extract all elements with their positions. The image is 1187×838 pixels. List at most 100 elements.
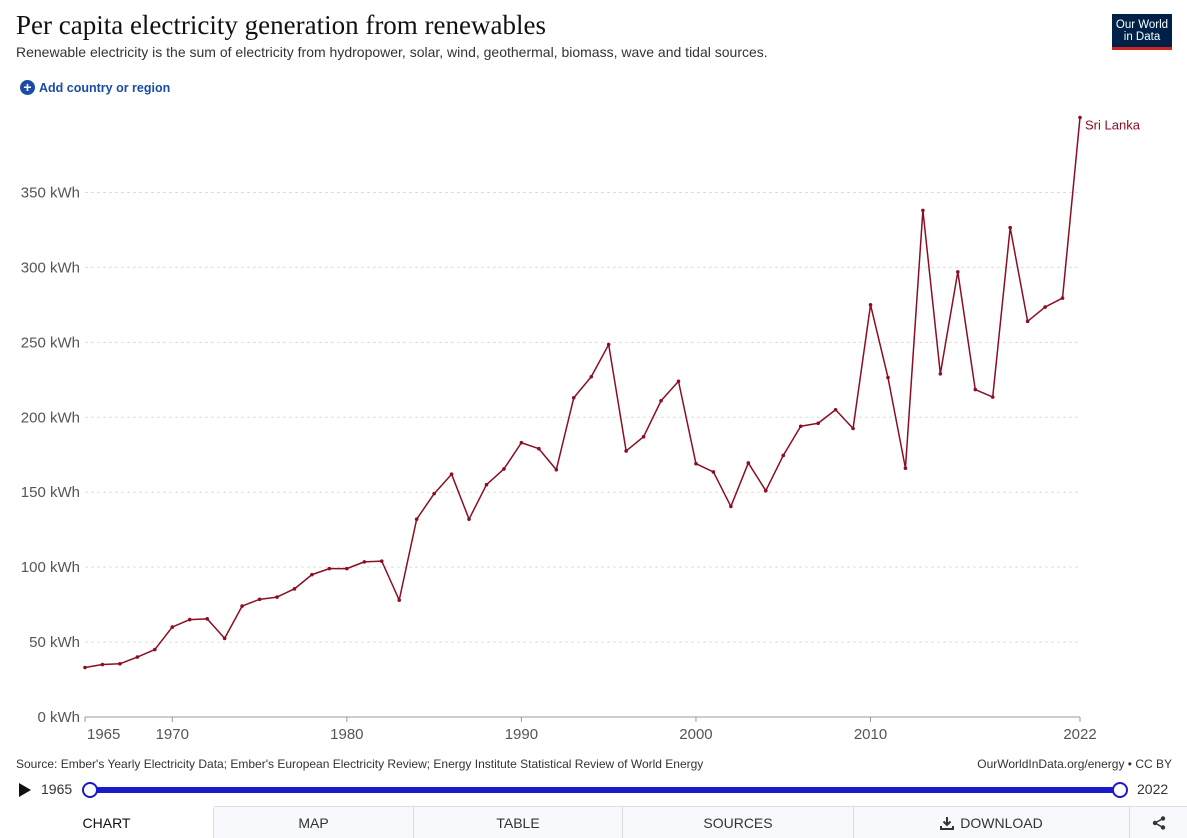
data-point[interactable] [973,387,978,392]
x-tick-label: 1990 [505,726,538,743]
data-point[interactable] [554,467,559,472]
plus-circle-icon: + [20,80,35,95]
download-icon [940,817,955,830]
add-country-label: Add country or region [39,80,171,95]
chart-title: Per capita electricity generation from r… [16,10,546,40]
y-tick-label: 0 kWh [37,709,80,726]
y-tick-label: 250 kWh [21,334,80,351]
data-point[interactable] [833,407,838,412]
grid-layer [85,191,1080,718]
logo-line-1: Our World [1115,19,1169,31]
data-point[interactable] [397,598,402,602]
data-point[interactable] [868,303,873,307]
series-line-0 [84,117,1081,669]
data-point[interactable] [467,517,471,521]
timeline: 1965 2022 [0,778,1187,802]
data-point[interactable] [275,595,279,599]
data-point[interactable] [1043,305,1047,309]
share-button[interactable] [1130,807,1187,838]
timeline-start-year: 1965 [41,781,73,797]
x-axis-ticks: 1965 1970 1980 1990 2000 2010 2022 [84,717,1097,743]
data-point[interactable] [1060,296,1065,300]
data-point[interactable] [851,426,855,431]
data-point[interactable] [571,395,576,400]
data-point[interactable] [345,566,349,571]
data-point[interactable] [502,467,506,471]
tab-chart[interactable]: CHART [0,806,214,838]
x-tick-label: 2010 [854,726,887,743]
data-point[interactable] [746,461,751,465]
tab-table-label: TABLE [496,815,540,831]
data-point[interactable] [938,371,943,376]
data-point[interactable] [118,661,122,666]
tab-map-label: MAP [298,815,329,831]
source-note: Source: Ember's Yearly Electricity Data;… [16,757,704,771]
data-point[interactable] [292,587,297,591]
data-point[interactable] [624,449,628,453]
data-point[interactable] [763,488,768,493]
tab-bar: CHART MAP TABLE SOURCES DOWNLOAD [0,806,1187,838]
data-point[interactable] [222,636,227,641]
data-point[interactable] [257,597,262,602]
data-point[interactable] [135,655,140,659]
data-point[interactable] [816,421,820,426]
series-label[interactable]: Sri Lanka [1085,118,1141,133]
data-point[interactable] [100,662,105,667]
data-point[interactable] [956,270,960,274]
tab-sources[interactable]: SOURCES [623,807,854,838]
data-point[interactable] [170,625,175,629]
data-point[interactable] [327,566,332,571]
data-point[interactable] [537,446,541,451]
data-point[interactable] [921,208,925,213]
data-point[interactable] [903,466,908,471]
tab-chart-label: CHART [82,815,131,831]
tab-download[interactable]: DOWNLOAD [854,807,1130,838]
data-point[interactable] [187,617,192,622]
timeline-start-handle[interactable] [82,782,98,798]
tab-sources-label: SOURCES [703,815,773,831]
data-point[interactable] [379,559,384,563]
x-tick-label: 2000 [679,726,712,743]
data-point[interactable] [676,379,681,384]
data-point[interactable] [798,424,803,429]
data-point[interactable] [153,647,157,652]
credit-link[interactable]: OurWorldInData.org/energy • CC BY [977,757,1172,771]
data-point[interactable] [694,461,698,466]
data-point[interactable] [711,470,716,474]
data-point[interactable] [1008,225,1012,230]
data-point[interactable] [484,482,489,487]
y-tick-label: 350 kWh [21,184,80,201]
data-point[interactable] [362,560,367,564]
data-point[interactable] [1078,115,1082,120]
data-point[interactable] [1025,319,1030,324]
data-point[interactable] [990,395,995,399]
data-point[interactable] [659,398,663,403]
x-tick-label: 1965 [87,726,120,743]
timeline-track[interactable] [89,787,1120,793]
data-point[interactable] [606,342,611,347]
data-point[interactable] [310,572,314,577]
data-point[interactable] [519,440,524,445]
data-point[interactable] [641,434,646,439]
timeline-end-year: 2022 [1137,781,1169,797]
data-point[interactable] [729,504,733,509]
data-point[interactable] [205,617,209,621]
data-point[interactable] [83,665,87,670]
data-point[interactable] [432,491,436,496]
tab-map[interactable]: MAP [214,807,414,838]
owid-logo[interactable]: Our World in Data [1112,14,1172,50]
tab-table[interactable]: TABLE [414,807,623,838]
data-point[interactable] [449,472,454,477]
y-tick-label: 200 kWh [21,409,80,426]
data-point[interactable] [781,453,786,458]
play-icon[interactable] [19,783,31,797]
data-point[interactable] [240,604,244,608]
tab-download-label: DOWNLOAD [960,815,1043,831]
data-point[interactable] [886,375,890,380]
data-point[interactable] [414,517,419,521]
timeline-end-handle[interactable] [1112,782,1128,798]
add-country-button[interactable]: + Add country or region [20,80,170,95]
share-icon [1152,816,1165,830]
data-point[interactable] [589,374,594,379]
x-tick-label: 1970 [156,726,189,743]
